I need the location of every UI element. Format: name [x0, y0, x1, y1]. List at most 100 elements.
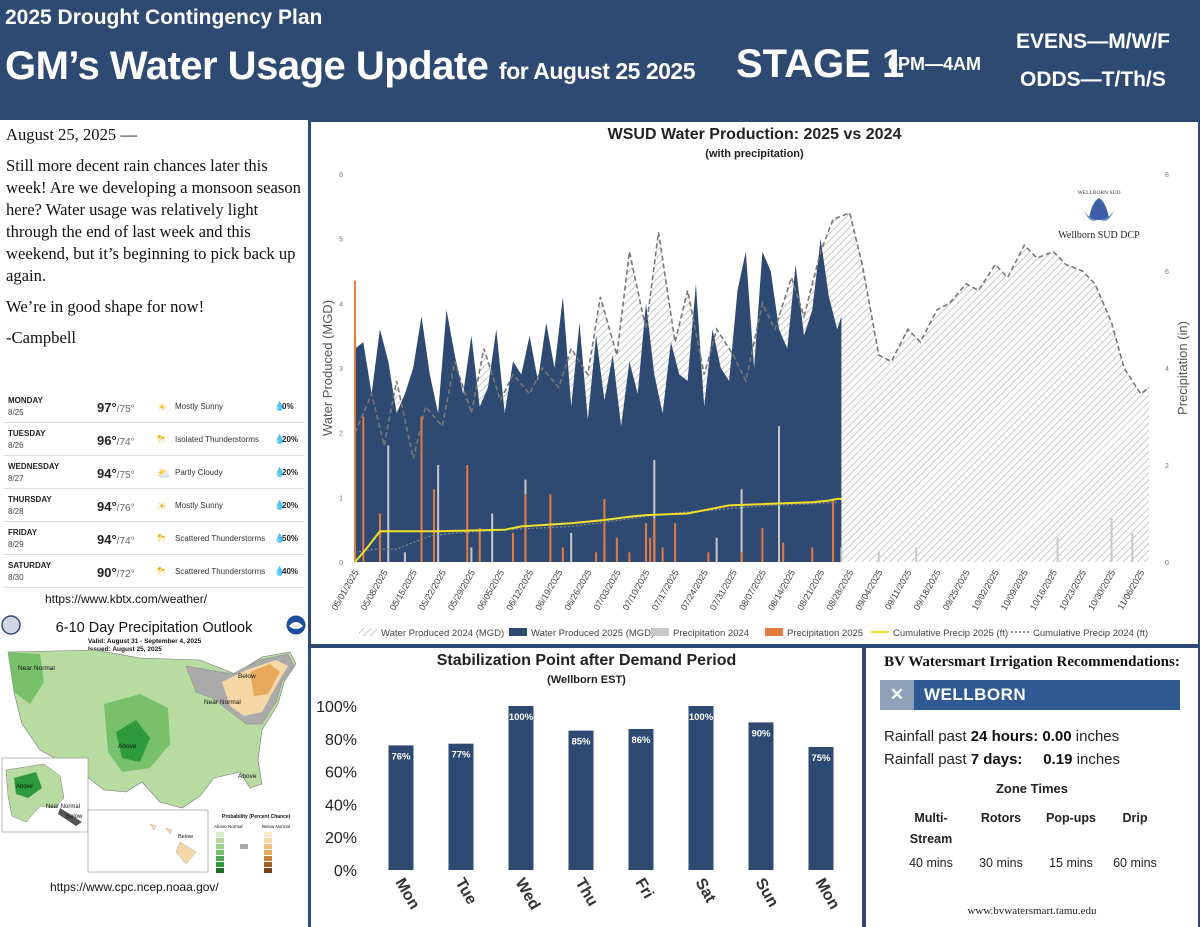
close-button[interactable]: ✕: [880, 680, 914, 710]
stabilization-title: Stabilization Point after Demand Period: [436, 652, 737, 669]
zone-drip: Drip 60 mins: [1106, 808, 1164, 870]
watersmart-link[interactable]: www.bvwatersmart.tamu.edu: [967, 905, 1097, 917]
y-tick-label: 60%: [325, 765, 357, 782]
forecast-temp: 94°/75°: [97, 466, 135, 481]
x-tick-label: 09/25/2025: [941, 568, 972, 612]
x-tick-label: 06/26/2025: [562, 568, 593, 612]
x-tick-label: 08/14/2025: [766, 568, 797, 612]
rainfall-span: 7 days:: [970, 751, 1023, 768]
zone-name: Pop-ups: [1046, 811, 1096, 825]
raindrop-icon: 💧: [274, 434, 286, 444]
precip-2025-bar: [466, 465, 469, 562]
precip-2025-bar: [420, 416, 423, 562]
note-paragraph: We’re in good shape for now!: [6, 297, 205, 316]
precip-2025-bar: [811, 547, 814, 562]
map-label: Near Normal: [18, 665, 55, 672]
watersmart-panel: BV Watersmart Irrigation Recommendations…: [866, 648, 1198, 927]
stabilization-chart: 0% 20% 40% 60% 80% 100% 76% Mon 77% Tue 100% Wed 85%…: [316, 699, 843, 913]
forecast-row: FRIDAY 8/29 94°/74° ⛈ Scattered Thunderstorm…: [4, 522, 304, 555]
precip-2025-bar: [378, 513, 381, 562]
manager-note: August 25, 2025 — Still more decent rain…: [6, 124, 302, 358]
forecast-day: TUESDAY: [8, 429, 46, 438]
precip-2025-bar: [761, 528, 764, 562]
forecast-date: 8/27: [8, 474, 24, 483]
precip-2024-bar: [437, 465, 440, 562]
series-2024-line: [354, 211, 1150, 459]
x-tick-label: 06/19/2025: [533, 568, 564, 612]
precip-2024-bar: [778, 426, 781, 562]
stabilization-bar: [688, 706, 714, 870]
left-panel: August 25, 2025 — Still more decent rain…: [0, 120, 308, 927]
x-tick-label: 09/04/2025: [853, 568, 884, 612]
x-tick-label: 05/15/2025: [388, 568, 419, 612]
x-tick-label: Mon: [392, 876, 423, 913]
x-tick-label: 08/07/2025: [737, 568, 768, 612]
forecast-date: 8/30: [8, 573, 24, 582]
precip-2025-bar: [603, 498, 606, 562]
precip-2024-bar: [653, 460, 656, 562]
precip-2025-bar: [432, 489, 435, 563]
forecast-low: /74°: [116, 536, 135, 547]
y-tick-label: 100%: [316, 699, 357, 716]
forecast-temp: 94°/76°: [97, 499, 135, 514]
outlook-issued: Issued: August 25, 2025: [88, 646, 162, 653]
y-tick-label: 6: [339, 172, 343, 179]
forecast-temp: 97°/75°: [97, 400, 135, 415]
forecast-row: MONDAY 8/25 97°/75° ☀ Mostly Sunny 💧 0%: [4, 390, 304, 423]
map-label: Above: [16, 784, 34, 790]
legend-label: Water Produced 2025 (MGD): [531, 628, 654, 639]
forecast-high: 94°: [97, 466, 117, 481]
precip-2025-bar: [653, 518, 656, 562]
map-label: Near Normal: [204, 699, 241, 706]
weather-source-link[interactable]: https://www.kbtx.com/weather/: [45, 592, 208, 606]
rainfall-label: Rainfall past: [884, 728, 967, 745]
zone-multistream: Multi- Stream 40 mins: [902, 808, 960, 870]
rainfall-value: 0.19: [1043, 751, 1073, 768]
y-tick-label: 5: [339, 237, 343, 244]
note-date: August 25, 2025 —: [6, 125, 137, 144]
bar-value-label: 85%: [571, 737, 591, 748]
forecast-precip-chance: 50%: [282, 534, 299, 543]
precip-2024-bar: [1056, 537, 1059, 563]
y2-axis-label: Precipitation (in): [1175, 321, 1190, 415]
x-tick-label: 07/17/2025: [650, 568, 681, 612]
forecast-precip-chance: 40%: [282, 567, 299, 576]
evens-schedule: EVENS—M/W/F: [1016, 30, 1171, 53]
note-signoff: -Campbell: [6, 328, 77, 347]
forecast-condition: Mostly Sunny: [175, 501, 224, 510]
forecast-condition: Mostly Sunny: [175, 402, 224, 411]
precip-2024-bar: [915, 547, 918, 562]
location-name: WELLBORN: [924, 685, 1027, 704]
forecast-condition: Scattered Thunderstorms: [175, 567, 266, 576]
outlook-source-link[interactable]: https://www.cpc.ncep.noaa.gov/: [50, 880, 219, 894]
header-banner: 2025 Drought Contingency Plan GM’s Water…: [0, 0, 1200, 118]
legend-label: Precipitation 2025: [787, 628, 863, 639]
series-2025-area: [355, 238, 842, 562]
raindrop-icon: 💧: [274, 467, 286, 477]
bar-value-label: 77%: [451, 750, 471, 761]
forecast-day: MONDAY: [8, 396, 43, 405]
x-tick-label: 09/11/2025: [883, 568, 914, 611]
storm-icon: ⛈: [157, 533, 166, 545]
storm-icon: ⛈: [157, 566, 166, 578]
precip-2024-bar: [840, 547, 843, 562]
legend-title: Probability (Percent Chance): [222, 814, 291, 820]
forecast-row: WEDNESDAY 8/27 94°/75° ⛅ Partly Cloudy 💧 20%: [4, 456, 304, 489]
chart-title: WSUD Water Production: 2025 vs 2024: [607, 126, 902, 143]
x-tick-label: 06/05/2025: [475, 568, 506, 612]
y-tick-label: 0%: [334, 863, 357, 880]
precip-2025-bar: [644, 523, 647, 562]
y-axis-label: Water Produced (MGD): [320, 300, 335, 436]
forecast-day: WEDNESDAY: [8, 462, 60, 471]
x-tick-label: Wed: [512, 876, 543, 913]
legend-entry: Cumulative Precip 2024 (ft): [1011, 628, 1148, 639]
y-tick-label: 80%: [325, 732, 357, 749]
forecast-date: 8/29: [8, 540, 24, 549]
chart-watermark: Wellborn SUD DCP: [1058, 230, 1140, 241]
cumulative-2024-line: [354, 501, 838, 553]
forecast-row: SATURDAY 8/30 90°/72° ⛈ Scattered Thundersto…: [4, 555, 304, 588]
legend-entry: Water Produced 2024 (MGD): [359, 628, 504, 639]
x-tick-label: 05/29/2025: [446, 568, 477, 612]
forecast-date: 8/25: [8, 408, 24, 417]
forecast-date: 8/26: [8, 441, 24, 450]
